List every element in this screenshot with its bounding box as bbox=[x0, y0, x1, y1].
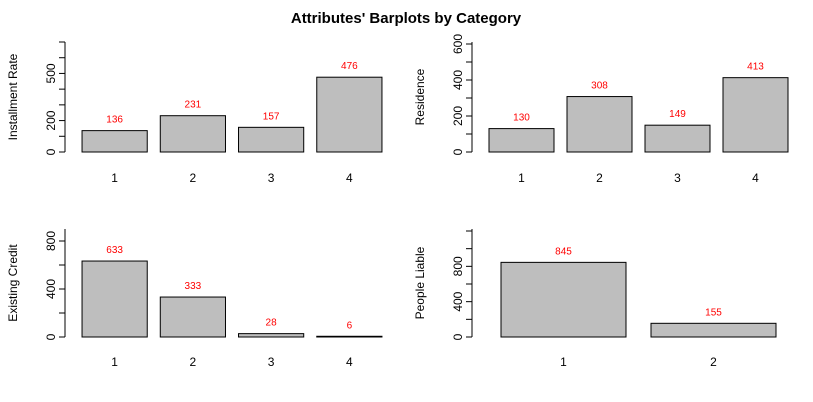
bar-data-label: 149 bbox=[669, 109, 686, 120]
x-category-label: 4 bbox=[346, 355, 353, 369]
bar-data-label: 6 bbox=[347, 320, 353, 331]
bar bbox=[566, 96, 633, 153]
y-tick-label: 400 bbox=[44, 279, 58, 299]
y-tick-label: 800 bbox=[451, 256, 465, 276]
y-axis-label: People Liable bbox=[413, 246, 427, 319]
bar-data-label: 136 bbox=[106, 115, 123, 126]
bar bbox=[81, 260, 148, 338]
bar bbox=[159, 115, 226, 153]
bar-data-label: 157 bbox=[263, 111, 280, 122]
x-category-label: 3 bbox=[268, 355, 275, 369]
panel-3: 0 400 800 Existing Credit 633 1 333 2 28 3 6 4 bbox=[6, 229, 383, 369]
x-category-label: 4 bbox=[346, 171, 353, 185]
figure-title: Attributes' Barplots by Category bbox=[291, 10, 522, 27]
panel-2: 0 200 400 600 Residence 130 1 308 2 149 3 413 4 bbox=[413, 34, 789, 185]
bar bbox=[238, 126, 305, 153]
bar-data-label: 130 bbox=[513, 113, 530, 124]
x-category-label: 2 bbox=[596, 171, 603, 185]
bar-data-label: 155 bbox=[705, 307, 722, 318]
bar-data-label: 28 bbox=[266, 318, 278, 329]
bar bbox=[238, 333, 305, 338]
y-tick-label: 800 bbox=[44, 231, 58, 251]
bar-data-label: 845 bbox=[555, 246, 572, 257]
bar-data-label: 413 bbox=[747, 62, 764, 73]
x-category-label: 2 bbox=[190, 171, 197, 185]
y-tick-label: 400 bbox=[451, 291, 465, 311]
x-category-label: 1 bbox=[111, 355, 118, 369]
y-tick-label: 0 bbox=[44, 148, 58, 155]
y-tick-label: 0 bbox=[451, 148, 465, 155]
bar-data-label: 633 bbox=[106, 245, 123, 256]
bar bbox=[722, 77, 789, 153]
bar-data-label: 231 bbox=[185, 100, 202, 111]
y-axis-label: Existing Credit bbox=[6, 244, 20, 322]
bar-data-label: 333 bbox=[185, 281, 202, 292]
bar bbox=[644, 124, 711, 153]
y-tick-label: 200 bbox=[44, 110, 58, 130]
y-axis-label: Installment Rate bbox=[6, 53, 20, 140]
y-tick-label: 0 bbox=[451, 333, 465, 340]
bar bbox=[159, 296, 226, 338]
bar bbox=[316, 76, 383, 153]
panel-1: 0 200 500 Installment Rate 136 1 231 2 157 3 476 4 bbox=[6, 41, 383, 185]
panel-4: 0 400 800 People Liable 845 1 155 2 bbox=[413, 229, 777, 369]
x-category-label: 2 bbox=[710, 355, 717, 369]
x-category-label: 3 bbox=[268, 171, 275, 185]
y-tick-label: 500 bbox=[44, 63, 58, 83]
x-category-label: 3 bbox=[674, 171, 681, 185]
bar bbox=[500, 261, 627, 338]
bar bbox=[650, 322, 777, 338]
bar bbox=[81, 130, 148, 153]
bar bbox=[316, 335, 383, 338]
y-tick-label: 600 bbox=[451, 34, 465, 54]
y-tick-label: 0 bbox=[44, 333, 58, 340]
x-category-label: 4 bbox=[752, 171, 759, 185]
x-category-label: 1 bbox=[111, 171, 118, 185]
y-axis-label: Residence bbox=[413, 68, 427, 125]
x-category-label: 1 bbox=[560, 355, 567, 369]
y-tick-label: 400 bbox=[451, 70, 465, 90]
y-tick-label: 200 bbox=[451, 106, 465, 126]
bar-data-label: 308 bbox=[591, 81, 608, 92]
bar bbox=[488, 128, 555, 153]
bar-data-label: 476 bbox=[341, 61, 358, 72]
x-category-label: 1 bbox=[518, 171, 525, 185]
x-category-label: 2 bbox=[190, 355, 197, 369]
